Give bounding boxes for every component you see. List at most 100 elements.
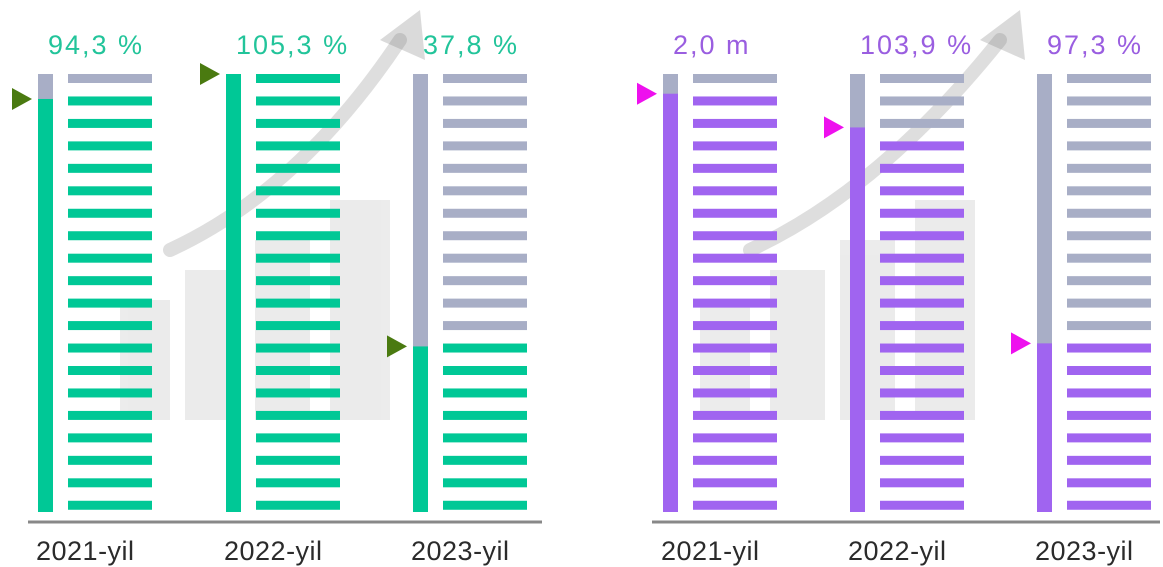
value-label: 105,3 % xyxy=(236,30,350,60)
bar-stripe xyxy=(1067,388,1151,398)
bar-stripe xyxy=(880,343,964,353)
bar-stripe xyxy=(443,455,527,465)
bar-stripe xyxy=(1067,141,1151,151)
bar-stripe xyxy=(256,455,340,465)
bar-fill xyxy=(38,98,53,512)
bar-stripe xyxy=(443,298,527,308)
bar-stripe xyxy=(880,321,964,331)
value-label: 97,3 % xyxy=(1047,30,1144,60)
bar-stripe xyxy=(880,478,964,488)
bar-stripe xyxy=(880,298,964,308)
bar-stripe xyxy=(68,366,152,375)
bar-stripe xyxy=(443,410,527,420)
bar-stripe xyxy=(693,366,777,375)
bar-stripe xyxy=(693,343,777,353)
bar-stripe xyxy=(1067,410,1151,420)
bar-stripe xyxy=(880,253,964,263)
bar-stripe xyxy=(68,343,152,353)
level-marker xyxy=(200,63,220,85)
category-label: 2022-yil xyxy=(848,536,947,566)
bar-stripe xyxy=(443,276,527,286)
bar-stripe xyxy=(256,276,340,286)
bar-stripe xyxy=(880,96,964,106)
bar-fill xyxy=(850,127,865,512)
bar-stripe xyxy=(256,163,340,173)
bar-stripe xyxy=(693,478,777,488)
bar-stripe xyxy=(443,388,527,398)
bar-stripe xyxy=(68,433,152,443)
bar-stripe xyxy=(1067,253,1151,263)
category-label: 2023-yil xyxy=(1035,536,1134,566)
bar-stripe xyxy=(1067,500,1151,510)
bar-stripe xyxy=(1067,96,1151,106)
category-label: 2021-yil xyxy=(661,536,760,566)
bar-stripe xyxy=(693,298,777,308)
level-marker xyxy=(1011,332,1031,355)
bar-stripe xyxy=(68,455,152,465)
bar-stripe xyxy=(68,321,152,331)
level-marker xyxy=(824,116,844,139)
bar-stripe xyxy=(68,276,152,286)
bar-stripe xyxy=(256,208,340,218)
bar-stripe xyxy=(693,455,777,465)
bar-stripe xyxy=(443,163,527,173)
level-marker xyxy=(637,82,657,105)
bar-stripe xyxy=(880,186,964,196)
bar-stripe xyxy=(693,276,777,286)
bar-stripe xyxy=(443,231,527,241)
bar-stripe xyxy=(693,231,777,241)
bar-stripe xyxy=(1067,321,1151,331)
bar-stripe xyxy=(443,208,527,218)
bar-stripe xyxy=(1067,186,1151,196)
bar-stripe xyxy=(443,478,527,488)
bar-stripe xyxy=(880,231,964,241)
level-marker xyxy=(387,335,407,358)
bar-stripe xyxy=(1067,455,1151,465)
bar-stripe xyxy=(68,208,152,218)
bar-stripe xyxy=(693,208,777,218)
bar-stripe xyxy=(443,500,527,510)
bar-stripe xyxy=(693,433,777,443)
bar-stripe xyxy=(68,500,152,510)
bar-stripe xyxy=(880,410,964,420)
bar-stripe xyxy=(1067,208,1151,218)
bar-stripe xyxy=(256,74,340,83)
bar-stripe xyxy=(256,231,340,241)
bar-stripe xyxy=(256,253,340,263)
bar-stripe xyxy=(693,163,777,173)
value-label: 37,8 % xyxy=(423,30,520,60)
bar-stripe xyxy=(1067,298,1151,308)
bar-stripe xyxy=(256,500,340,510)
bar-stripe xyxy=(693,321,777,331)
bar-stripe xyxy=(880,366,964,375)
bar-stripe xyxy=(880,276,964,286)
bar-stripe xyxy=(1067,118,1151,128)
bar-stripe xyxy=(693,141,777,151)
bar-stripe xyxy=(256,366,340,375)
bar-stripe xyxy=(880,388,964,398)
bar-stripe xyxy=(68,231,152,241)
bar-stripe xyxy=(693,74,777,83)
bar-stripe xyxy=(256,388,340,398)
bar-stripe xyxy=(443,186,527,196)
bar-stripe xyxy=(68,410,152,420)
bar-stripe xyxy=(256,298,340,308)
bar-fill xyxy=(413,346,428,512)
value-label: 2,0 m xyxy=(673,30,751,60)
bar-stripe xyxy=(256,410,340,420)
bar-stripe xyxy=(443,321,527,331)
bar-stripe xyxy=(68,118,152,128)
bar-stripe xyxy=(880,433,964,443)
bar-stripe xyxy=(693,96,777,106)
bar-stripe xyxy=(1067,74,1151,83)
bar-stripe xyxy=(1067,276,1151,286)
bar-stripe xyxy=(68,74,152,83)
bar-stripe xyxy=(443,141,527,151)
bar-stripe xyxy=(880,500,964,510)
bar-stripe xyxy=(1067,343,1151,353)
bar-stripe xyxy=(256,186,340,196)
bar-stripe xyxy=(880,163,964,173)
bar-stripe xyxy=(256,478,340,488)
bar-stripe xyxy=(443,96,527,106)
bar-stripe xyxy=(1067,231,1151,241)
